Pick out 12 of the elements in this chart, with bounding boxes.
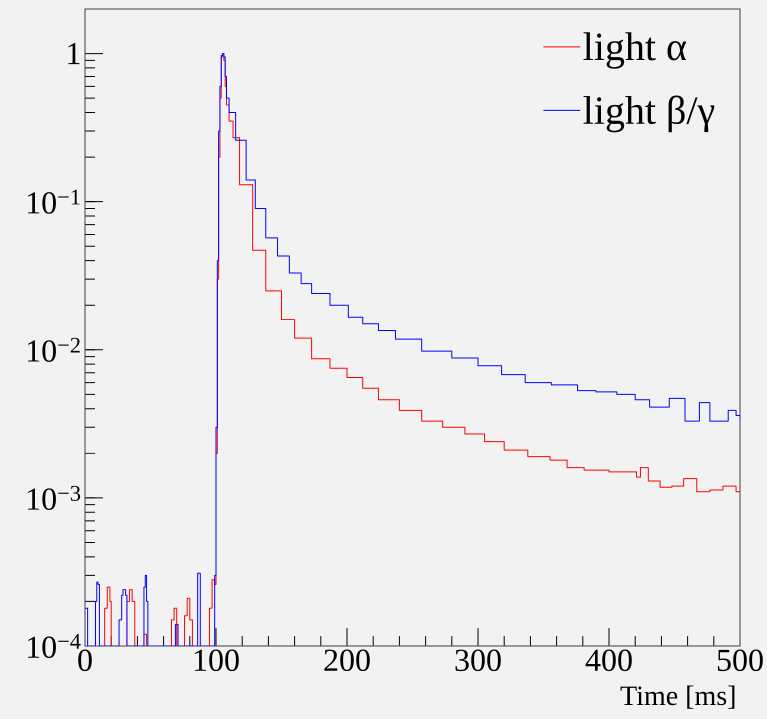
x-tick-label: 100: [194, 650, 239, 672]
y-tick-label: 1: [68, 43, 80, 64]
y-tick-label: 10$^{−1}$: [28, 190, 80, 214]
x-tick-label: 400: [586, 650, 632, 672]
x-tick-label: 500: [718, 650, 763, 672]
x-tick-label: 200: [324, 650, 370, 672]
x-axis-title: Time [ms]: [620, 686, 734, 709]
y-tick-label: 10$^{−3}$: [28, 486, 80, 510]
legend-label: light α: [583, 32, 686, 69]
legend-label: light β/γ: [583, 96, 714, 132]
x-tick-label: 300: [456, 650, 501, 672]
y-tick-label: 10$^{−2}$: [28, 338, 80, 362]
